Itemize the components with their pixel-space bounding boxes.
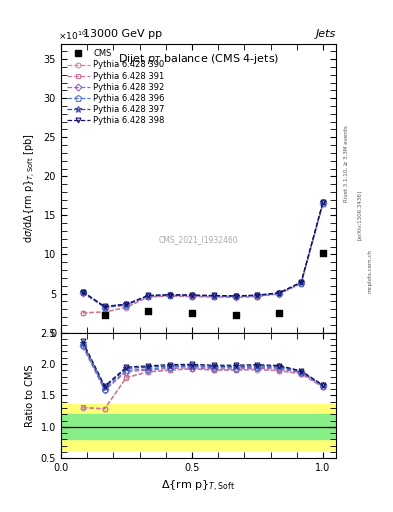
Bar [61,414,336,439]
Bar [61,403,336,450]
Legend: CMS, Pythia 6.428 390, Pythia 6.428 391, Pythia 6.428 392, Pythia 6.428 396, Pyt: CMS, Pythia 6.428 390, Pythia 6.428 391,… [65,48,167,126]
Text: CMS_2021_I1932460: CMS_2021_I1932460 [159,236,238,245]
Text: mcplots.cern.ch: mcplots.cern.ch [367,249,373,293]
Point [189,309,195,317]
Text: Jets: Jets [316,29,336,39]
Point [145,307,151,315]
Text: Rivet 3.1.10, ≥ 3.3M events: Rivet 3.1.10, ≥ 3.3M events [344,125,349,202]
Text: [arXiv:1306.3436]: [arXiv:1306.3436] [357,190,362,240]
Y-axis label: Ratio to CMS: Ratio to CMS [25,364,35,426]
Point [276,309,282,317]
Point [320,249,326,257]
X-axis label: $\Delta${rm p}$_{T,\mathrm{Soft}}$: $\Delta${rm p}$_{T,\mathrm{Soft}}$ [162,479,235,494]
Text: $\times$10$^{10}$: $\times$10$^{10}$ [58,30,87,42]
Point [101,311,108,319]
Text: Dijet $p_T$ balance (CMS 4-jets): Dijet $p_T$ balance (CMS 4-jets) [118,52,279,66]
Y-axis label: d$\sigma$/d$\Delta${rm p}$_{T,\mathrm{Soft}}$ [pb]: d$\sigma$/d$\Delta${rm p}$_{T,\mathrm{So… [23,133,38,243]
Text: 13000 GeV pp: 13000 GeV pp [83,29,162,39]
Point [233,311,239,319]
